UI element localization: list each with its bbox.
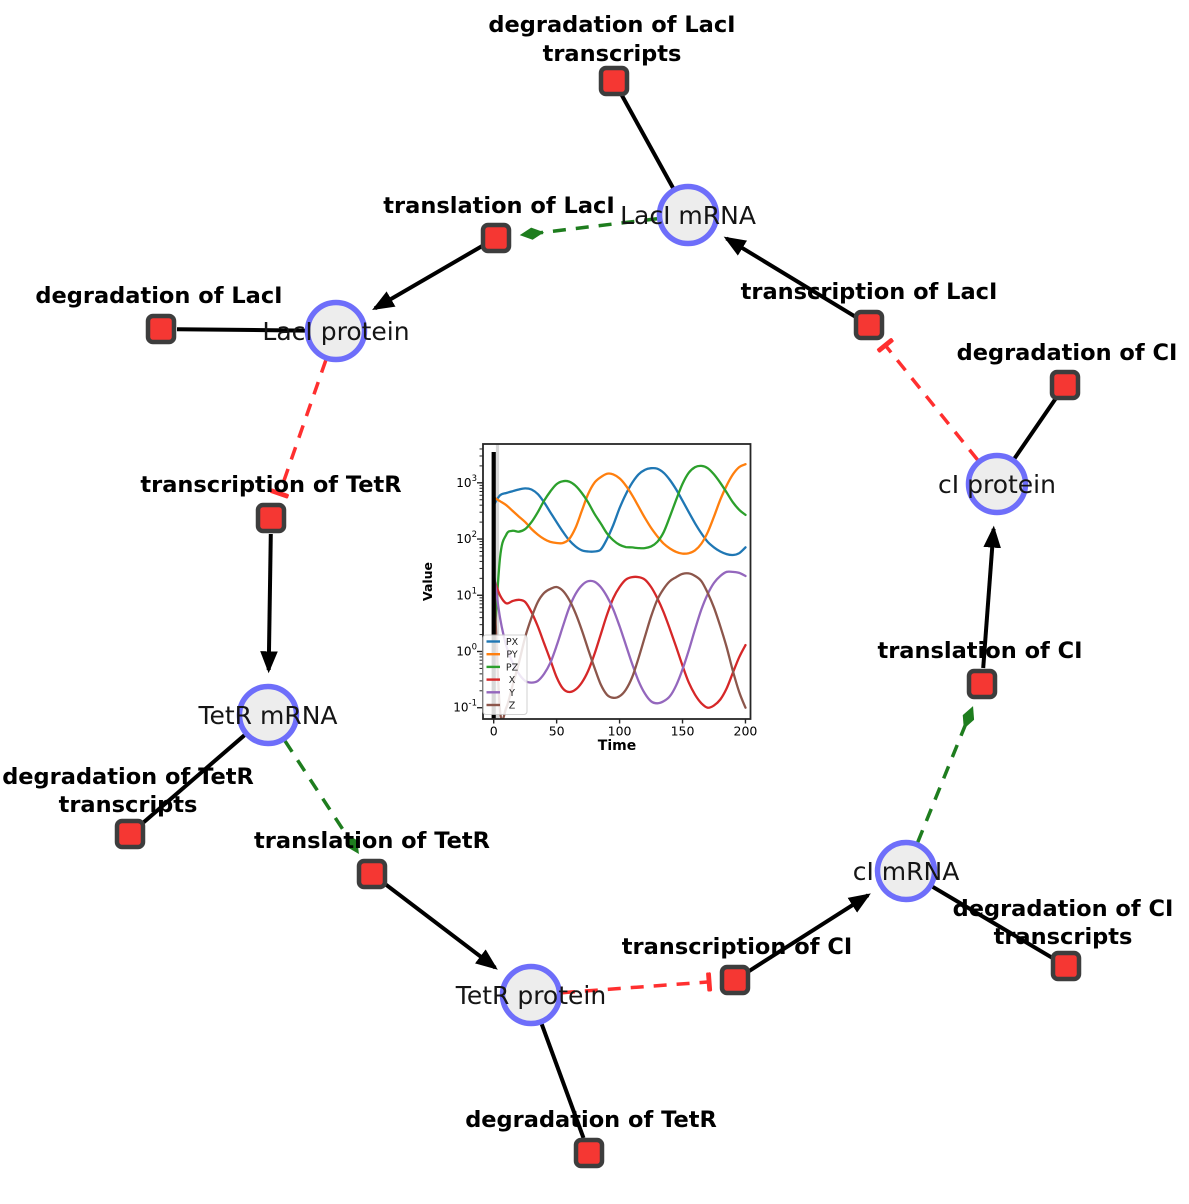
reaction-node-degradation-tetr[interactable]: degradation of TetR [465,1107,717,1169]
edge-laciprotein-to-deg-laci [176,327,306,333]
y-tick-label: 103 [456,474,477,490]
chart-curves [492,463,747,719]
reaction-label: transcripts [543,41,682,67]
species-node-ci-mrna[interactable]: cI mRNA [853,839,960,903]
reaction-label: degradation of LacI [488,12,735,38]
species-label: cI protein [938,470,1056,499]
legend-label-PX: PX [506,637,519,648]
reaction-node-degradation-ci-transcripts[interactable]: degradation of CI transcripts [953,896,1174,982]
species-node-tetr-mrna[interactable]: TetR mRNA [197,683,338,747]
reaction-label: degradation of TetR [2,764,254,790]
species-node-laci-mrna[interactable]: LacI mRNA [620,183,756,247]
axes-box [482,443,752,720]
y-tick-label: 100 [456,642,477,658]
edge-translation-tetr-to-tetrprotein-product [383,882,498,970]
species-label: LacI mRNA [620,201,756,230]
reaction-nodes: degradation of LacI transcripts translat… [2,12,1178,1169]
edge-lacimrna-to-deg-laci-transcripts [619,94,675,189]
reaction-node-translation-laci[interactable]: translation of LacI [383,193,615,254]
reaction-node-translation-tetr[interactable]: translation of TetR [254,828,490,890]
chart-curve-X [492,575,747,709]
reaction-label: transcripts [994,924,1133,950]
reaction-label: transcription of LacI [741,279,998,305]
species-node-ci-protein[interactable]: cI protein [938,452,1056,516]
reaction-node-transcription-tetr[interactable]: transcription of TetR [140,472,402,534]
chart-curve-Z [492,571,747,719]
legend-label-Z: Z [509,701,516,712]
reaction-label: degradation of TetR [465,1107,717,1133]
edge-cimrna-to-deg-ci-transcripts [931,885,1054,960]
edge-tetrprotein-to-deg-tetr [539,1023,586,1139]
species-label: LacI protein [262,317,409,346]
species-label: cI mRNA [853,857,960,886]
y-tick-label: 10-1 [453,699,477,715]
reaction-node-degradation-laci-transcripts[interactable]: degradation of LacI transcripts [488,12,736,97]
edge-transcription-laci-to-lacimrna-product [723,236,857,319]
reaction-label: transcripts [59,792,198,818]
reaction-label: degradation of CI [957,340,1178,366]
reaction-node-degradation-laci[interactable]: degradation of LacI [35,283,283,345]
reaction-label: translation of TetR [254,828,490,854]
reaction-label: degradation of LacI [35,283,282,309]
reaction-label: transcription of CI [622,934,852,960]
x-tick-label: 0 [490,724,498,739]
reaction-node-degradation-tetr-transcripts[interactable]: degradation of TetR transcripts [2,764,254,850]
y-tick-label: 101 [456,586,477,602]
edge-transcription-tetr-to-tetrmrna-product [260,533,278,674]
edge-cimrna-to-translation-ci-modifier [916,706,975,843]
reaction-label: degradation of CI [953,896,1174,922]
species-node-laci-protein[interactable]: LacI protein [262,299,410,363]
edge-transcription-ci-to-cimrna-product [747,893,871,974]
chart-curve-PY [492,463,747,555]
x-axis-label: Time [598,738,636,754]
x-tick-label: 150 [671,724,695,739]
edge-ciprotein-inhibits-transcription-laci [876,338,979,461]
legend-label-X: X [509,675,516,686]
edge-laciprotein-inhibits-transcription-tetr [270,359,328,499]
edge-tetrprotein-inhibits-transcription-ci [561,972,713,995]
chart-curve-Y [492,570,747,705]
reaction-node-degradation-ci[interactable]: degradation of CI [957,340,1178,401]
edge-tetrmrna-to-deg-tetr-transcripts [140,733,246,826]
legend-label-Y: Y [508,688,515,699]
reaction-node-transcription-laci[interactable]: transcription of LacI [741,279,998,341]
reaction-node-translation-ci[interactable]: translation of CI [877,638,1083,700]
species-label: TetR mRNA [197,701,337,730]
reaction-node-transcription-ci[interactable]: transcription of CI [622,934,852,996]
x-tick-label: 200 [734,724,758,739]
edge-ciprotein-to-deg-ci [1012,397,1058,460]
reaction-label: translation of LacI [383,193,614,219]
y-axis-label: Value [420,562,435,601]
reaction-label: translation of CI [877,638,1082,664]
y-tick-label: 102 [456,530,477,546]
reaction-label: transcription of TetR [140,472,401,498]
chart-curve-PZ [492,464,747,653]
species-label: TetR protein [455,981,606,1010]
chart-curve-PX [492,466,747,557]
edge-translation-ci-to-ciprotein-product [981,525,1001,669]
species-nodes: LacI mRNA LacI protein TetR mRNA TetR pr… [197,183,1056,1027]
edges [140,94,1058,1139]
edge-translation-laci-to-laciprotein-product [372,244,484,311]
species-node-tetr-protein[interactable]: TetR protein [455,963,606,1027]
x-tick-label: 100 [608,724,632,739]
legend-label-PY: PY [506,650,518,661]
x-tick-label: 50 [549,724,565,739]
legend-label-PZ: PZ [506,662,519,673]
